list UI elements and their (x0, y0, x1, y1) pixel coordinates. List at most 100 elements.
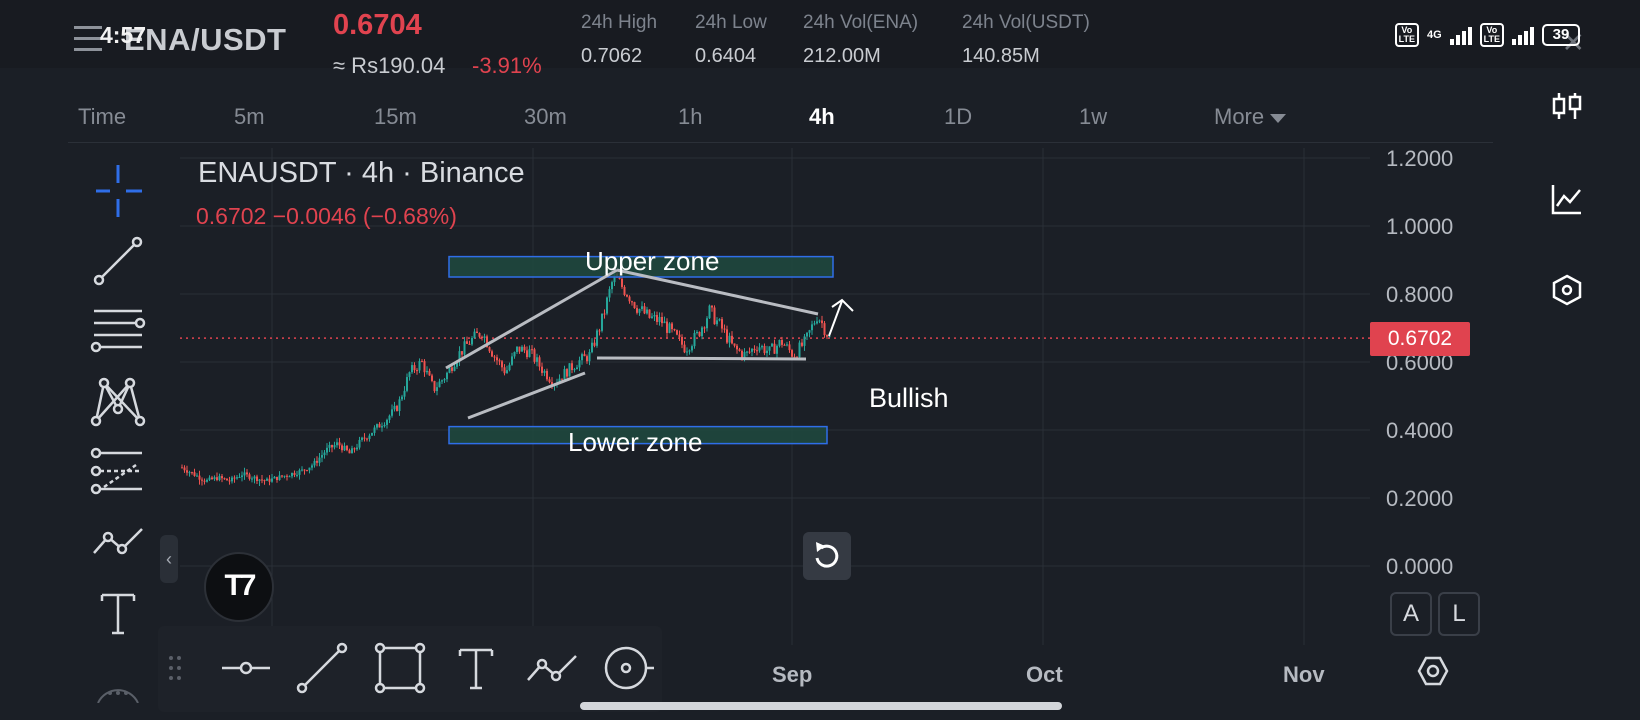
tab-30m[interactable]: 30m (524, 104, 567, 129)
rectangle-tool-icon[interactable] (372, 640, 428, 696)
candle-body (603, 313, 606, 315)
candle-body (533, 349, 536, 362)
candle-body (788, 344, 791, 351)
candle-body (733, 343, 736, 346)
projection-tool-icon[interactable] (90, 443, 146, 499)
candle-body (206, 479, 208, 482)
upper-zone-rect (448, 255, 834, 278)
reset-chart-button[interactable] (803, 532, 851, 580)
chart-grid (180, 148, 1378, 645)
candle-body (768, 346, 771, 351)
price-change-percent: -3.91% (472, 53, 542, 78)
auto-scale-button[interactable]: A (1390, 592, 1432, 636)
candle-body (523, 346, 526, 351)
candle-body (596, 330, 598, 346)
candle-body (288, 476, 291, 478)
candle-body (563, 369, 566, 380)
candle-body (628, 296, 631, 302)
pattern-tool-icon[interactable] (90, 373, 146, 429)
settings-icon[interactable] (1416, 654, 1450, 688)
candle-body (731, 335, 733, 344)
fib-retracement-icon[interactable] (90, 303, 146, 359)
horizontal-line-tool-icon[interactable] (218, 640, 274, 696)
candle-body (248, 474, 251, 479)
candle-body (398, 399, 401, 411)
candle-body (198, 475, 201, 480)
candle-body (388, 415, 391, 420)
candle-body (453, 366, 456, 371)
caret-down-icon (1270, 113, 1287, 123)
indicators-icon[interactable] (1550, 182, 1584, 216)
tab-15m[interactable]: 15m (374, 104, 417, 129)
candle-body (296, 474, 298, 476)
candle-body (426, 370, 428, 373)
candle-body (331, 444, 333, 448)
candle-body (323, 452, 326, 456)
candlestick-type-icon[interactable] (1550, 89, 1584, 123)
chart-drawings (445, 255, 854, 445)
home-indicator (580, 702, 1062, 710)
candle-body (376, 424, 378, 428)
candle-body (828, 336, 831, 338)
pair-name[interactable]: ENA/USDT (124, 22, 287, 57)
text-tool-icon[interactable] (448, 640, 504, 696)
candle-body (656, 315, 658, 322)
candle-body (406, 377, 408, 391)
candle-body (801, 342, 803, 346)
log-scale-button[interactable]: L (1438, 592, 1480, 636)
menu-icon[interactable] (74, 22, 108, 56)
collapse-toolbar-button[interactable]: ‹ (160, 535, 178, 583)
candle-body (181, 467, 183, 469)
candle-body (521, 346, 523, 352)
candle-body (486, 336, 488, 348)
candle-body (276, 476, 278, 481)
templates-icon[interactable] (1550, 273, 1584, 307)
candle-body (211, 477, 213, 480)
candle-body (221, 476, 223, 479)
drag-handle-icon[interactable] (164, 640, 188, 696)
candle-body (436, 387, 438, 392)
candle-body (728, 335, 731, 343)
candle-body (508, 364, 511, 371)
candle-body (823, 323, 826, 336)
candle-body (536, 357, 538, 362)
candle-body (781, 340, 783, 345)
more-tools-icon[interactable] (90, 663, 146, 703)
candle-body (583, 354, 586, 357)
candle-body (348, 450, 351, 454)
candle-body (493, 356, 496, 358)
candle-body (241, 475, 243, 477)
tab-time[interactable]: Time (78, 104, 127, 129)
line-tool-icon[interactable] (294, 640, 350, 696)
tab-more[interactable]: More (1214, 104, 1287, 130)
candle-body (361, 437, 363, 440)
candle-body (463, 341, 466, 355)
tab-1h[interactable]: 1h (678, 104, 703, 129)
path-tool-icon[interactable] (90, 513, 146, 569)
candle-body (558, 378, 561, 383)
candle-body (313, 460, 316, 466)
candles (181, 269, 831, 487)
tab-1w[interactable]: 1w (1079, 104, 1108, 129)
candle-body (353, 448, 356, 450)
brush-tool-icon[interactable] (600, 640, 656, 696)
candle-body (393, 405, 396, 410)
tab-4h[interactable]: 4h (809, 104, 835, 129)
y-tick-label: 0.2000 (1386, 486, 1454, 511)
candle-body (271, 478, 273, 482)
candle-body (261, 479, 263, 481)
path-tool-icon[interactable] (524, 640, 580, 696)
candle-body (736, 345, 738, 350)
candle-body (386, 419, 388, 425)
candle-body (683, 344, 686, 353)
crosshair-icon[interactable] (90, 163, 146, 219)
candle-body (813, 323, 816, 325)
candle-body (806, 332, 808, 337)
tab-5m[interactable]: 5m (234, 104, 265, 129)
trendline-tool-icon[interactable] (90, 233, 146, 289)
tab-1d[interactable]: 1D (944, 104, 973, 129)
text-tool-icon[interactable] (90, 583, 146, 639)
bullish-label: Bullish (869, 383, 949, 413)
candle-body (668, 323, 671, 333)
